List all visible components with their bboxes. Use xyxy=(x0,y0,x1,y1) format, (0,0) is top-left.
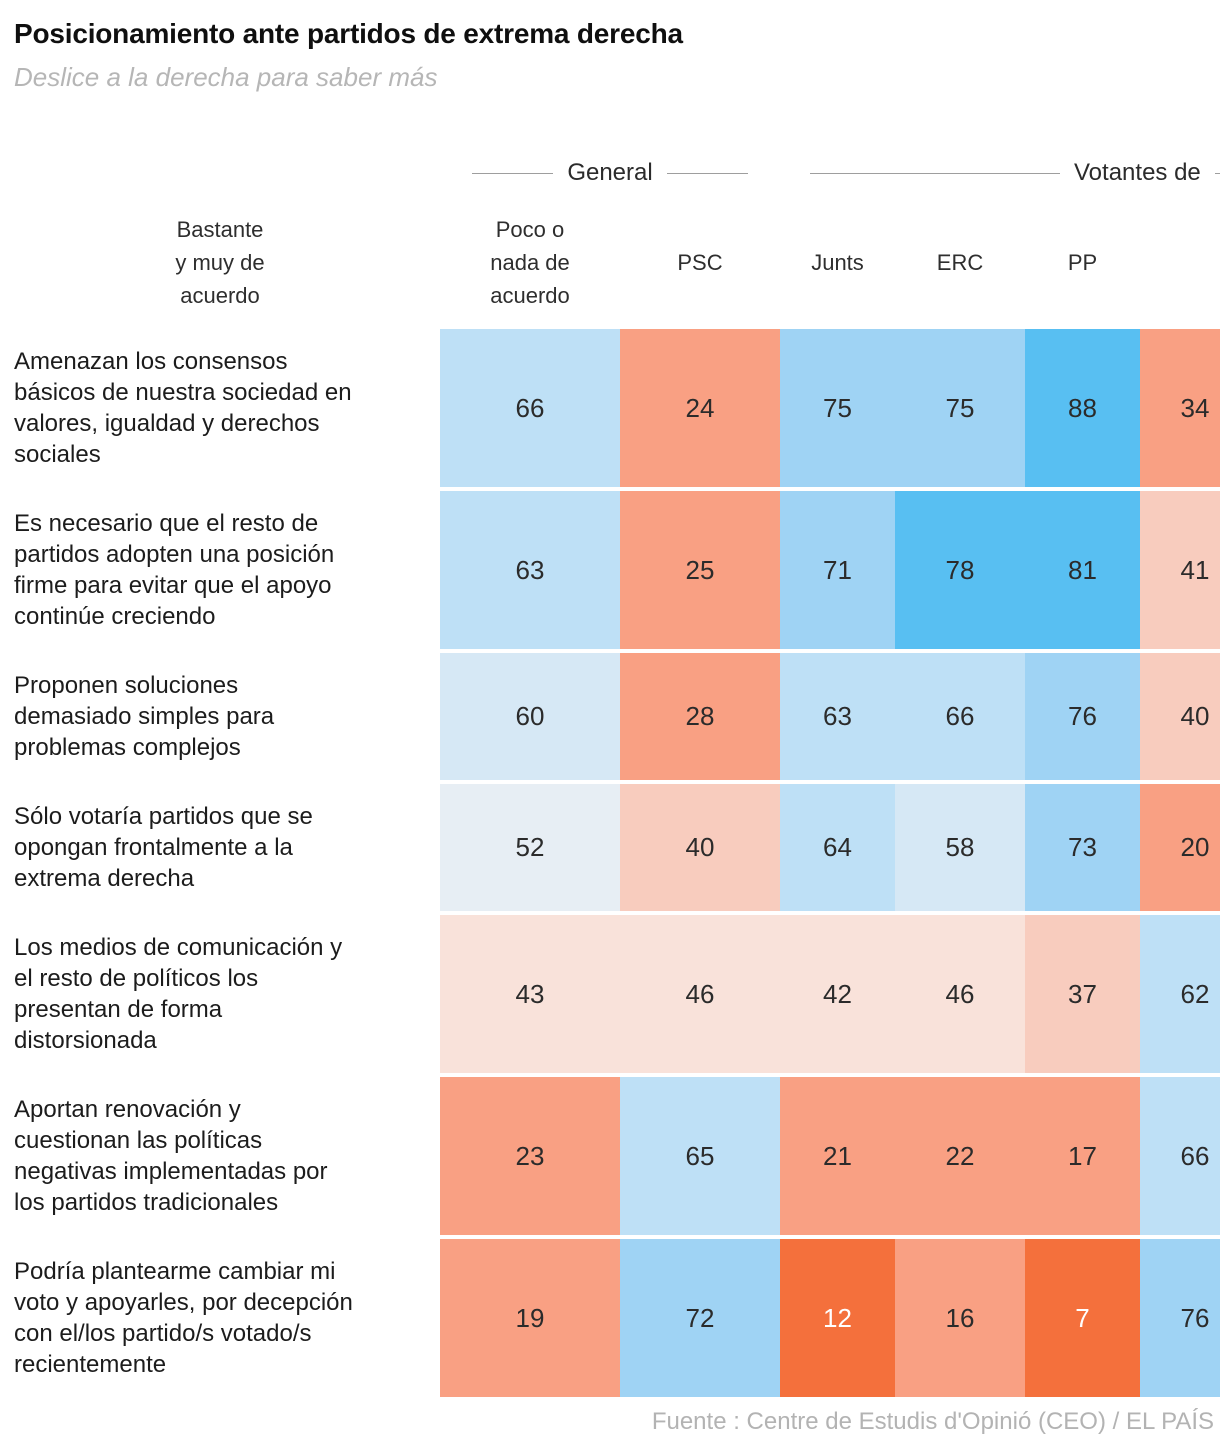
heatmap-cell: 72 xyxy=(620,1239,780,1397)
page-title: Posicionamiento ante partidos de extrema… xyxy=(14,18,683,49)
column-header-label: ERC xyxy=(936,249,984,275)
heatmap-cell: 16 xyxy=(895,1239,1025,1397)
column-header-label: Poco o nada de acuerdo xyxy=(490,216,570,308)
heatmap-cell: 88 xyxy=(1025,329,1140,487)
heatmap-cell: 41 xyxy=(1140,491,1220,649)
heatmap-cell: 62 xyxy=(1140,915,1220,1073)
heatmap-cell: 60 xyxy=(440,653,620,780)
column-header-label: Junts xyxy=(811,249,864,275)
heatmap-cell: 17 xyxy=(1025,1077,1140,1235)
row-label: Sólo votaría partidos que se opongan fro… xyxy=(0,784,440,911)
column-group-votantes: Votantes de xyxy=(780,157,1220,189)
column-header-label: PSC xyxy=(677,249,723,275)
table-row: Podría plantearme cambiar mi voto y apoy… xyxy=(0,1239,1220,1397)
heatmap-cell: 7 xyxy=(1025,1239,1140,1397)
column-header-junts: Junts xyxy=(780,246,895,279)
table-row: Es necesario que el resto de partidos ad… xyxy=(0,491,1220,649)
heatmap-cell: 42 xyxy=(780,915,895,1073)
divider-line xyxy=(666,172,749,174)
column-header-pp: PP xyxy=(1025,246,1140,279)
heatmap-cell: 63 xyxy=(780,653,895,780)
heatmap-cell: 75 xyxy=(895,329,1025,487)
column-group-general: General xyxy=(440,157,780,189)
heatmap-cell: 21 xyxy=(780,1077,895,1235)
heatmap-cell: 76 xyxy=(1025,653,1140,780)
column-header-label: PP xyxy=(1067,249,1098,275)
divider-line xyxy=(472,172,554,174)
column-header-row: Bastante y muy de acuerdo Poco o nada de … xyxy=(0,211,1220,313)
heatmap-grid: Amenazan los consensos básicos de nuestr… xyxy=(0,329,1220,1397)
divider-line xyxy=(810,172,1060,174)
heatmap-cell: 76 xyxy=(1140,1239,1220,1397)
table-row: Sólo votaría partidos que se opongan fro… xyxy=(0,784,1220,911)
row-label: Los medios de comunicación y el resto de… xyxy=(0,915,440,1073)
heatmap-cell: 52 xyxy=(440,784,620,911)
heatmap-cell: 25 xyxy=(620,491,780,649)
heatmap-cell: 58 xyxy=(895,784,1025,911)
heatmap-cell: 66 xyxy=(1140,1077,1220,1235)
table-scroll-area[interactable]: General Votantes de Bastante y muy de ac… xyxy=(0,157,1220,1397)
table-row: Amenazan los consensos básicos de nuestr… xyxy=(0,329,1220,487)
table-row: Aportan renovación y cuestionan las polí… xyxy=(0,1077,1220,1235)
heatmap-cell: 24 xyxy=(620,329,780,487)
heatmap-cell: 34 xyxy=(1140,329,1220,487)
heatmap-cell: 63 xyxy=(440,491,620,649)
heatmap-cell: 65 xyxy=(620,1077,780,1235)
row-label: Podría plantearme cambiar mi voto y apoy… xyxy=(0,1239,440,1397)
page-subtitle: Deslice a la derecha para saber más xyxy=(14,62,438,92)
heatmap-cell: 81 xyxy=(1025,491,1140,649)
column-header-label: Bastante y muy de acuerdo xyxy=(175,216,265,308)
heatmap-cell: 19 xyxy=(440,1239,620,1397)
heatmap-cell: 43 xyxy=(440,915,620,1073)
row-label: Aportan renovación y cuestionan las polí… xyxy=(0,1077,440,1235)
heatmap-table: General Votantes de Bastante y muy de ac… xyxy=(0,157,1220,1397)
column-header-psc: PSC xyxy=(620,246,780,279)
source-note: Fuente : Centre de Estudis d'Opinió (CEO… xyxy=(651,1408,1214,1435)
heatmap-cell: 28 xyxy=(620,653,780,780)
row-label: Amenazan los consensos básicos de nuestr… xyxy=(0,329,440,487)
heatmap-cell: 46 xyxy=(620,915,780,1073)
heatmap-cell: 20 xyxy=(1140,784,1220,911)
column-group-label: General xyxy=(567,159,653,186)
column-group-label: Votantes de xyxy=(1074,159,1201,186)
divider-line xyxy=(1214,172,1220,174)
heatmap-cell: 73 xyxy=(1025,784,1140,911)
row-label: Proponen soluciones demasiado simples pa… xyxy=(0,653,440,780)
heatmap-cell: 23 xyxy=(440,1077,620,1235)
table-row: Los medios de comunicación y el resto de… xyxy=(0,915,1220,1073)
heatmap-cell: 75 xyxy=(780,329,895,487)
heatmap-cell: 64 xyxy=(780,784,895,911)
heatmap-cell: 12 xyxy=(780,1239,895,1397)
heatmap-cell: 40 xyxy=(1140,653,1220,780)
heatmap-cell: 66 xyxy=(895,653,1025,780)
heatmap-cell: 22 xyxy=(895,1077,1025,1235)
column-header-poco-o-nada-de-acuerdo: Poco o nada de acuerdo xyxy=(440,213,620,312)
heatmap-cell: 40 xyxy=(620,784,780,911)
heatmap-cell: 66 xyxy=(440,329,620,487)
row-label: Es necesario que el resto de partidos ad… xyxy=(0,491,440,649)
column-header-erc: ERC xyxy=(895,246,1025,279)
heatmap-cell: 37 xyxy=(1025,915,1140,1073)
heatmap-cell: 78 xyxy=(895,491,1025,649)
table-row: Proponen soluciones demasiado simples pa… xyxy=(0,653,1220,780)
column-header-bastante-y-muy-de-acuerdo: Bastante y muy de acuerdo xyxy=(0,213,440,312)
column-group-row: General Votantes de xyxy=(0,157,1220,189)
heatmap-cell: 71 xyxy=(780,491,895,649)
heatmap-cell: 46 xyxy=(895,915,1025,1073)
